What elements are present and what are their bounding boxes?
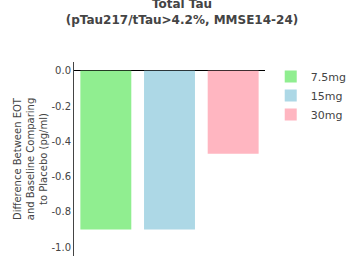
svg-text:-0.8: -0.8	[51, 206, 71, 217]
svg-text:-1.0: -1.0	[51, 242, 71, 253]
svg-text:0.0: 0.0	[55, 65, 71, 76]
svg-text:-0.2: -0.2	[51, 101, 71, 112]
svg-text:-0.6: -0.6	[51, 171, 71, 182]
svg-text:Total Tau(pTau217/tTau>4.2%, M: Total Tau(pTau217/tTau>4.2%, MMSE14-24)	[66, 0, 298, 27]
svg-text:-0.4: -0.4	[51, 136, 71, 147]
svg-text:30mg: 30mg	[311, 109, 343, 122]
svg-text:7.5mg: 7.5mg	[311, 71, 346, 84]
svg-text:Difference Between EOTand Base: Difference Between EOTand Baseline Compa…	[12, 97, 49, 220]
svg-text:15mg: 15mg	[311, 90, 343, 103]
